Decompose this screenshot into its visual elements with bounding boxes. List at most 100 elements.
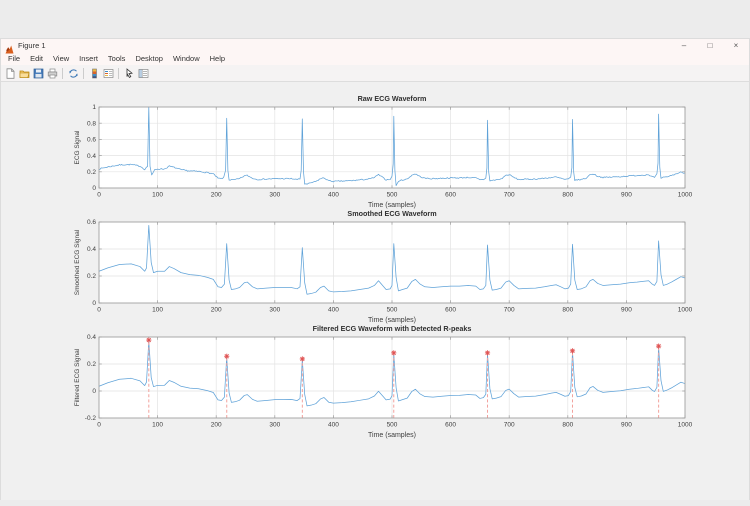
- x-tick-label: 600: [445, 307, 456, 314]
- figure-window: Figure 1 – □ × File Edit View Insert Too…: [0, 38, 750, 500]
- x-tick-label: 500: [387, 422, 398, 429]
- insert-colorbar-button[interactable]: [88, 67, 101, 80]
- x-tick-label: 200: [211, 307, 222, 314]
- figure-canvas: 0 100 200 300 400 500 600 700 800 900 1000 0 0.2 0.4 0…: [1, 82, 749, 500]
- r-peak-marker-icon: [146, 337, 152, 343]
- x-axis-label: Time (samples): [368, 202, 416, 209]
- save-floppy-icon: [33, 68, 43, 78]
- x-tick-label: 900: [621, 307, 632, 314]
- plot-filtered: 0 100 200 300 400 500 600 700 800 900 1000-0.200.2…: [74, 324, 693, 439]
- property-inspector-icon: [138, 68, 148, 78]
- y-tick-label: 0.2: [87, 361, 96, 368]
- x-tick-label: 900: [621, 422, 632, 429]
- printer-icon: [47, 68, 57, 78]
- x-tick-label: 200: [211, 192, 222, 199]
- menu-view[interactable]: View: [53, 54, 70, 63]
- plot-title: Smoothed ECG Waveform: [347, 209, 436, 218]
- x-tick-label: 100: [152, 422, 163, 429]
- x-tick-label: 400: [328, 422, 339, 429]
- x-tick-label: 700: [504, 307, 515, 314]
- y-tick-label: 0: [92, 300, 96, 307]
- restore-button[interactable]: □: [707, 41, 713, 50]
- window-titlebar[interactable]: Figure 1 – □ ×: [1, 39, 749, 54]
- legend-icon: [103, 68, 113, 78]
- y-tick-label: 0.8: [87, 120, 96, 127]
- x-tick-label: 800: [562, 422, 573, 429]
- x-tick-label: 800: [562, 307, 573, 314]
- toolbar-separator: [62, 67, 63, 79]
- new-figure-button[interactable]: [4, 67, 17, 80]
- x-tick-label: 100: [152, 307, 163, 314]
- window-controls: – □ ×: [671, 39, 749, 52]
- y-axis-label: ECG Signal: [74, 130, 81, 165]
- x-tick-label: 300: [269, 422, 280, 429]
- r-peak-marker-icon: [299, 356, 305, 362]
- save-figure-button[interactable]: [32, 67, 45, 80]
- menu-insert[interactable]: Insert: [79, 54, 98, 63]
- open-file-button[interactable]: [18, 67, 31, 80]
- menu-tools[interactable]: Tools: [107, 54, 126, 63]
- x-tick-label: 600: [445, 192, 456, 199]
- open-folder-icon: [19, 70, 29, 78]
- y-tick-label: 0.2: [87, 273, 96, 280]
- menu-bar: File Edit View Insert Tools Desktop Wind…: [1, 52, 749, 65]
- y-tick-label: 1: [92, 104, 96, 111]
- r-peak-marker-icon: [484, 350, 491, 356]
- plot-title: Filtered ECG Waveform with Detected R-pe…: [313, 324, 472, 333]
- r-peak-marker-icon: [391, 350, 397, 356]
- menu-desktop[interactable]: Desktop: [135, 54, 163, 63]
- x-tick-label: 300: [269, 192, 280, 199]
- menu-help[interactable]: Help: [209, 54, 226, 63]
- x-tick-label: 700: [504, 422, 515, 429]
- r-peak-marker-icon: [224, 353, 230, 359]
- minimize-button[interactable]: –: [681, 41, 687, 50]
- insert-legend-button[interactable]: [102, 67, 115, 80]
- x-tick-label: 0: [97, 422, 101, 429]
- link-plot-icon: [68, 68, 78, 78]
- ecg-plots: 0 100 200 300 400 500 600 700 800 900 100000.20.40…: [74, 94, 693, 439]
- x-tick-label: 500: [387, 307, 398, 314]
- close-button[interactable]: ×: [733, 41, 739, 50]
- y-tick-label: 0.2: [87, 169, 96, 176]
- matlab-logo-icon: [5, 41, 14, 54]
- x-tick-label: 300: [269, 307, 280, 314]
- y-tick-label: 0.6: [87, 137, 96, 144]
- r-peak-marker-icon: [656, 343, 662, 349]
- x-tick-label: 400: [328, 192, 339, 199]
- r-peak-marker-icon: [569, 348, 576, 354]
- x-tick-label: 800: [562, 192, 573, 199]
- menu-edit[interactable]: Edit: [30, 54, 44, 63]
- x-tick-label: 900: [621, 192, 632, 199]
- property-inspector-button[interactable]: [137, 67, 150, 80]
- x-tick-label: 200: [211, 422, 222, 429]
- window-title: Figure 1: [18, 41, 46, 50]
- y-tick-label: 0.4: [87, 246, 96, 253]
- toolbar-separator: [118, 67, 119, 79]
- x-tick-label: 1000: [678, 307, 693, 314]
- y-axis-label: Smoothed ECG Signal: [74, 229, 81, 295]
- x-tick-label: 100: [152, 192, 163, 199]
- y-tick-label: 0.4: [87, 153, 96, 160]
- cursor-arrow-icon: [126, 67, 133, 78]
- plot-raw: 0 100 200 300 400 500 600 700 800 900 1000 0 0.2 0.4 0…: [74, 94, 693, 209]
- x-axis-label: Time (samples): [368, 432, 416, 439]
- y-tick-label: -0.2: [85, 415, 97, 422]
- y-tick-label: 0: [92, 185, 96, 192]
- plot-smoothed: 0 100 200 300 400 500 600 700 800 900 1000 0 0.2 0.4 0…: [74, 209, 693, 324]
- toolbar-separator: [83, 67, 84, 79]
- ecg-trace: [98, 106, 686, 187]
- menu-file[interactable]: File: [8, 54, 21, 63]
- x-axis-label: Time (samples): [368, 317, 416, 324]
- print-figure-button[interactable]: [46, 67, 59, 80]
- x-tick-label: 400: [328, 307, 339, 314]
- menu-window[interactable]: Window: [172, 54, 200, 63]
- toolbar: [1, 65, 749, 82]
- y-tick-label: 0: [92, 388, 96, 395]
- plot-title: Raw ECG Waveform: [358, 94, 427, 103]
- x-tick-label: 1000: [678, 422, 693, 429]
- x-tick-label: 0: [97, 307, 101, 314]
- y-tick-label: 0.6: [87, 219, 96, 226]
- edit-plot-button[interactable]: [123, 67, 136, 80]
- link-plot-button[interactable]: [67, 67, 80, 80]
- colorbar-icon: [91, 68, 97, 78]
